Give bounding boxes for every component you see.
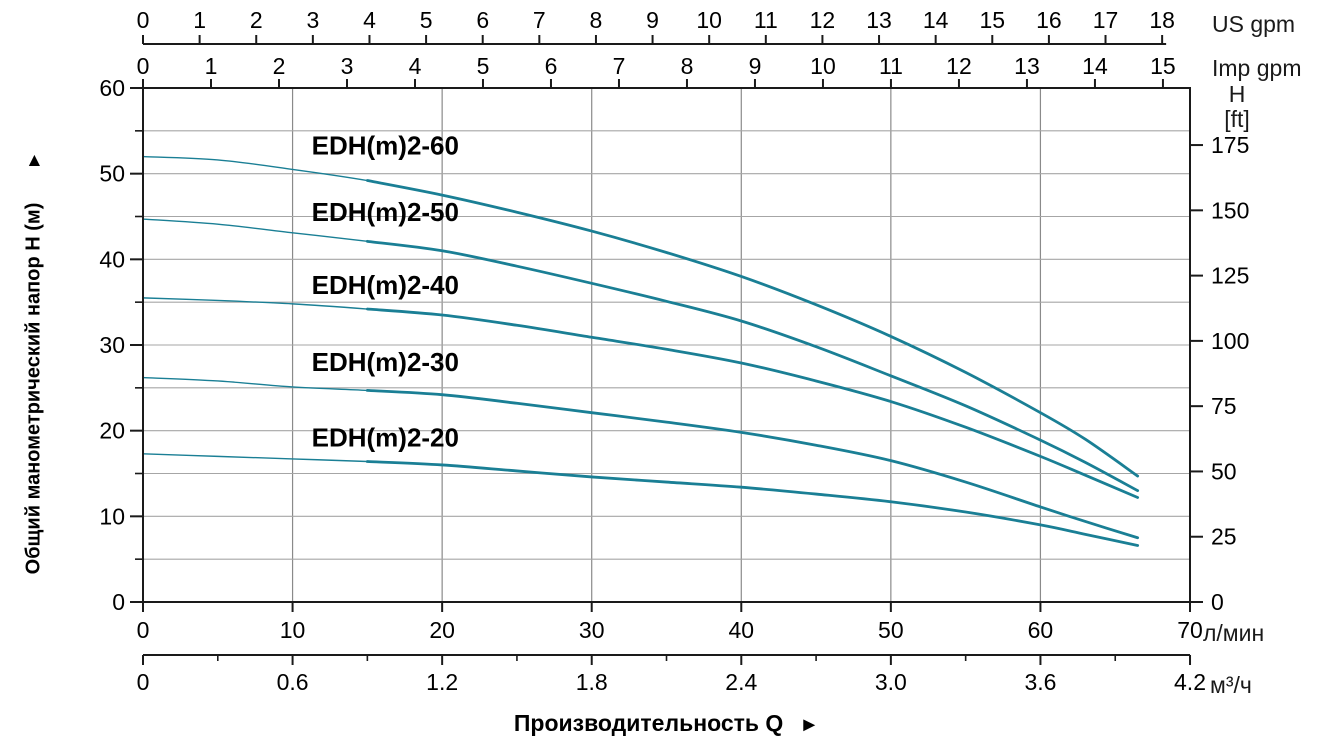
x-usgpm-tick-label: 18: [1149, 7, 1175, 33]
x-usgpm-tick-label: 4: [363, 7, 376, 33]
x-impgpm-tick-label: 7: [613, 53, 626, 79]
y-left-tick-label: 10: [99, 503, 125, 529]
x-impgpm-tick-label: 13: [1014, 53, 1040, 79]
y-left-tick-label: 20: [99, 418, 125, 444]
x-lmin-tick-label: 10: [280, 617, 306, 643]
x-impgpm-tick-label: 4: [409, 53, 422, 79]
x-usgpm-tick-label: 8: [590, 7, 603, 33]
x-lmin-tick-label: 60: [1028, 617, 1054, 643]
x-lmin-tick-label: 50: [878, 617, 904, 643]
y-right-tick-label: 25: [1211, 524, 1237, 550]
y-left-tick-label: 50: [99, 161, 125, 187]
x-impgpm-tick-label: 14: [1082, 53, 1108, 79]
curve-main-EDH(m)2-20: [365, 460, 1140, 547]
x-impgpm-tick-label: 12: [946, 53, 972, 79]
ft-unit-line: [ft]: [1224, 106, 1250, 132]
x-lmin-tick-label: 40: [728, 617, 754, 643]
x-usgpm-tick-label: 6: [476, 7, 489, 33]
x-usgpm-tick-label: 7: [533, 7, 546, 33]
y-right-tick-label: 50: [1211, 458, 1237, 484]
y-right-tick-label: 100: [1211, 328, 1249, 354]
curve-label: EDH(m)2-40: [312, 270, 459, 300]
m3h-unit-label: м³/ч: [1210, 672, 1252, 698]
y-right-tick-label: 75: [1211, 393, 1237, 419]
x-axis-title-text: Производительность Q: [513, 710, 784, 736]
x-m3h-tick-label: 4.2: [1174, 669, 1206, 695]
curve-label: EDH(m)2-30: [312, 347, 459, 377]
curve-label: EDH(m)2-60: [312, 130, 459, 160]
imp-gpm-unit-label: Imp gpm: [1212, 55, 1302, 81]
x-m3h-tick-label: 3.6: [1024, 669, 1056, 695]
x-usgpm-tick-label: 1: [193, 7, 206, 33]
x-usgpm-tick-label: 17: [1093, 7, 1119, 33]
x-impgpm-tick-label: 5: [477, 53, 490, 79]
y-right-tick-label: 150: [1211, 197, 1249, 223]
y-right-tick-label: 175: [1211, 132, 1249, 158]
x-usgpm-tick-label: 9: [646, 7, 659, 33]
us-gpm-unit-label: US gpm: [1212, 11, 1296, 37]
curve-label: EDH(m)2-50: [312, 197, 459, 227]
curve-main-EDH(m)2-40: [365, 307, 1140, 499]
y-axis-title: Общий манометрический напор H (м): [22, 202, 45, 575]
x-axis-right-arrow-icon: ►: [799, 714, 820, 736]
x-lmin-tick-label: 20: [429, 617, 455, 643]
y-right-tick-label: 125: [1211, 263, 1249, 289]
x-impgpm-tick-label: 8: [681, 53, 694, 79]
x-m3h-tick-label: 2.4: [725, 669, 757, 695]
x-usgpm-tick-label: 3: [306, 7, 319, 33]
x-impgpm-tick-label: 1: [205, 53, 218, 79]
x-impgpm-tick-label: 0: [137, 53, 150, 79]
y-left-tick-label: 60: [99, 75, 125, 101]
x-m3h-tick-label: 3.0: [875, 669, 907, 695]
x-usgpm-tick-label: 10: [696, 7, 722, 33]
x-axis-title: Производительность Q ►: [143, 710, 1190, 737]
x-impgpm-tick-label: 9: [749, 53, 762, 79]
x-usgpm-tick-label: 13: [866, 7, 892, 33]
x-usgpm-tick-label: 16: [1036, 7, 1062, 33]
x-usgpm-tick-label: 15: [979, 7, 1005, 33]
x-usgpm-tick-label: 12: [810, 7, 836, 33]
curve-main-EDH(m)2-50: [365, 239, 1140, 493]
y-right-tick-label: 0: [1211, 589, 1224, 615]
x-lmin-tick-label: 30: [579, 617, 605, 643]
x-usgpm-tick-label: 5: [420, 7, 433, 33]
x-lmin-tick-label: 70: [1177, 617, 1203, 643]
x-impgpm-tick-label: 11: [879, 53, 903, 79]
x-m3h-tick-label: 1.8: [576, 669, 608, 695]
l-min-unit-label: л/мин: [1203, 620, 1265, 646]
y-left-tick-label: 0: [112, 589, 125, 615]
x-usgpm-tick-label: 0: [137, 7, 150, 33]
x-usgpm-tick-label: 14: [923, 7, 949, 33]
x-impgpm-tick-label: 2: [273, 53, 286, 79]
x-lmin-tick-label: 0: [137, 617, 150, 643]
x-impgpm-tick-label: 6: [545, 53, 558, 79]
y-axis-up-arrow-icon: ▲: [25, 150, 44, 171]
curve-main-EDH(m)2-60: [365, 179, 1140, 478]
x-m3h-tick-label: 0: [137, 669, 150, 695]
x-impgpm-tick-label: 10: [810, 53, 836, 79]
x-impgpm-tick-label: 3: [341, 53, 354, 79]
x-usgpm-tick-label: 11: [754, 7, 778, 33]
h-ft-unit-label: H [ft]: [1208, 82, 1266, 132]
x-usgpm-tick-label: 2: [250, 7, 263, 33]
y-left-tick-label: 30: [99, 332, 125, 358]
x-m3h-tick-label: 0.6: [277, 669, 309, 695]
h-unit-line: H: [1228, 81, 1246, 107]
x-m3h-tick-label: 1.2: [426, 669, 458, 695]
y-left-tick-label: 40: [99, 246, 125, 272]
curve-label: EDH(m)2-20: [312, 423, 459, 453]
x-impgpm-tick-label: 15: [1150, 53, 1176, 79]
curve-main-EDH(m)2-30: [365, 389, 1140, 540]
